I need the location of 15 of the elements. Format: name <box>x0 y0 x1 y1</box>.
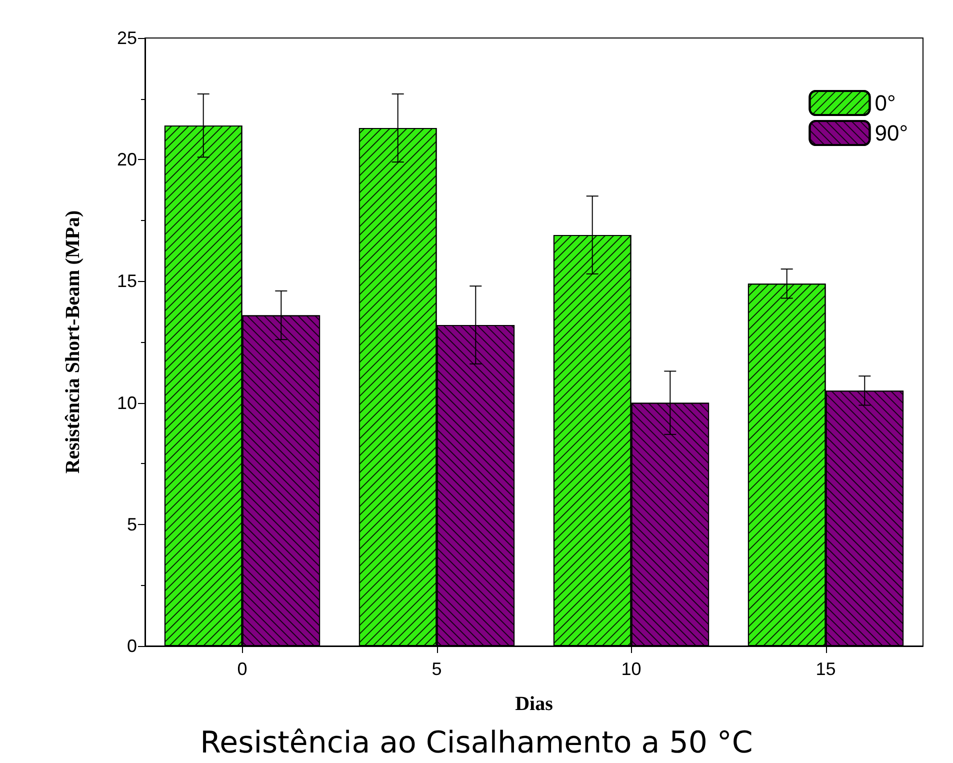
legend-label: 0° <box>874 90 896 116</box>
x-tick-label: 15 <box>816 659 836 679</box>
y-tick-label: 20 <box>116 150 137 170</box>
x-axis-title: Dias <box>515 693 554 715</box>
y-tick-label: 5 <box>126 514 137 534</box>
y-axis-title: Resistência Short-Beam (MPa) <box>62 210 84 474</box>
text: Resistência ao Cisalhamento a 50 °C <box>200 726 753 760</box>
legend-label: 90° <box>874 120 908 146</box>
y-tick-label: 25 <box>116 28 137 48</box>
y-tick-label: 0 <box>126 636 137 656</box>
x-tick-label: 5 <box>432 659 442 679</box>
y-tick-label: 10 <box>116 392 137 413</box>
x-tick-label: 0 <box>237 659 248 679</box>
y-tick-label: 15 <box>116 271 137 292</box>
x-tick-label: 10 <box>621 659 642 679</box>
